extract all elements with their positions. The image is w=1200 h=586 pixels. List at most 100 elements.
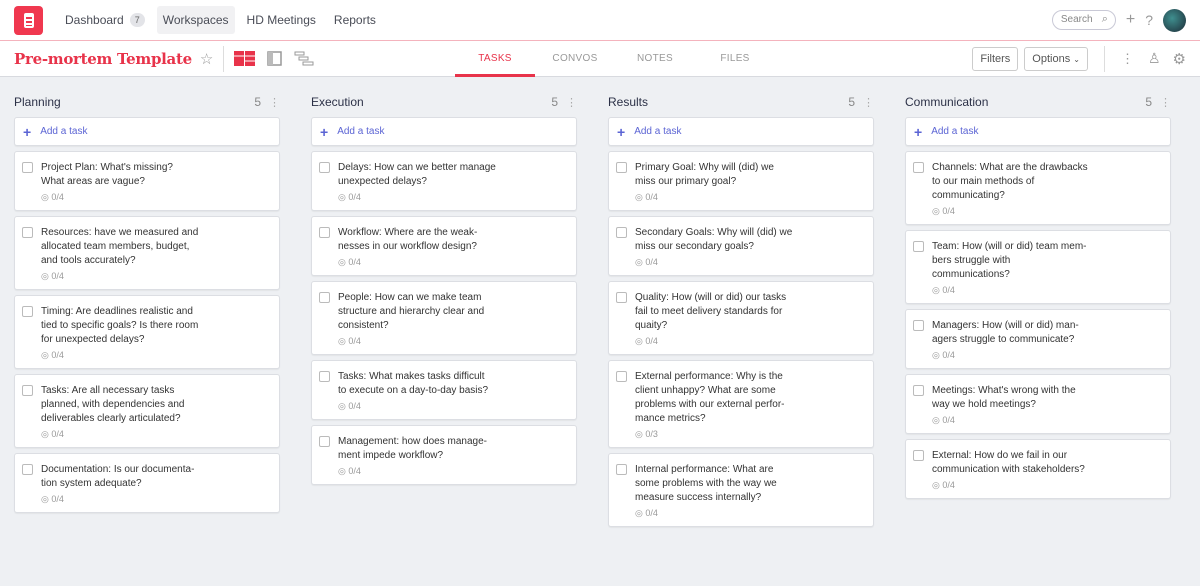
- task-checkbox[interactable]: [319, 227, 330, 238]
- task-checkbox[interactable]: [616, 371, 627, 382]
- task-checkbox[interactable]: [616, 464, 627, 475]
- task-checkbox[interactable]: [913, 320, 924, 331]
- search-input[interactable]: Search ⌕: [1051, 10, 1116, 30]
- task-card[interactable]: Internal performance: What are some prob…: [608, 453, 874, 527]
- check-circle-icon: ◎: [932, 480, 940, 490]
- task-checkbox[interactable]: [319, 436, 330, 447]
- avatar[interactable]: [1163, 8, 1186, 32]
- more-icon[interactable]: ⋮: [269, 96, 280, 109]
- add-task-button[interactable]: + Add a task: [608, 117, 874, 146]
- dashboard-badge: 7: [129, 13, 145, 27]
- task-card[interactable]: Management: how does manage- ment impede…: [311, 425, 577, 485]
- nav-workspaces[interactable]: Workspaces: [156, 6, 235, 34]
- task-checkbox[interactable]: [616, 292, 627, 303]
- more-icon[interactable]: ⋮: [863, 96, 874, 109]
- check-circle-icon: ◎: [635, 508, 643, 518]
- progress-text: 0/4: [942, 415, 955, 425]
- task-checkbox[interactable]: [913, 385, 924, 396]
- add-task-label: Add a task: [634, 126, 682, 137]
- task-card[interactable]: Quality: How (will or did) our tasks fai…: [608, 281, 874, 355]
- task-card[interactable]: Tasks: What makes tasks difficult to exe…: [311, 360, 577, 420]
- task-checkbox[interactable]: [22, 162, 33, 173]
- column-header: Results 5 ⋮: [608, 94, 874, 110]
- task-checkbox[interactable]: [319, 162, 330, 173]
- task-card[interactable]: Workflow: Where are the weak- nesses in …: [311, 216, 577, 276]
- task-checkbox[interactable]: [319, 371, 330, 382]
- task-checkbox[interactable]: [22, 385, 33, 396]
- list-view-icon[interactable]: [267, 51, 283, 66]
- tab-notes[interactable]: NOTES: [637, 53, 673, 64]
- task-checkbox[interactable]: [913, 241, 924, 252]
- task-card[interactable]: Meetings: What's wrong with the way we h…: [905, 374, 1171, 434]
- progress-text: 0/4: [942, 350, 955, 360]
- task-checkbox[interactable]: [22, 306, 33, 317]
- task-card[interactable]: Primary Goal: Why will (did) we miss our…: [608, 151, 874, 211]
- task-title: External: How do we fail in our communic…: [932, 450, 1085, 475]
- task-card[interactable]: External: How do we fail in our communic…: [905, 439, 1171, 499]
- checklist-progress: ◎ 0/4: [635, 336, 786, 347]
- star-icon[interactable]: ☆: [199, 50, 214, 68]
- tab-bar: TASKS CONVOS NOTES FILES: [455, 41, 775, 77]
- more-icon[interactable]: ⋮: [566, 96, 577, 109]
- task-checkbox[interactable]: [22, 464, 33, 475]
- assignee-icon[interactable]: ♙: [1147, 50, 1161, 66]
- progress-text: 0/4: [348, 401, 361, 411]
- tab-files[interactable]: FILES: [720, 53, 750, 64]
- plus-icon[interactable]: +: [1125, 11, 1136, 28]
- filters-button[interactable]: Filters: [972, 46, 1019, 71]
- tab-tasks[interactable]: TASKS: [455, 41, 535, 77]
- app-logo[interactable]: [14, 5, 43, 35]
- search-icon: ⌕: [1101, 13, 1108, 25]
- add-task-button[interactable]: + Add a task: [311, 117, 577, 146]
- progress-text: 0/4: [51, 350, 64, 360]
- task-title: Timing: Are deadlines realistic and tied…: [41, 306, 199, 345]
- task-card[interactable]: Channels: What are the drawbacks to our …: [905, 151, 1171, 225]
- task-card[interactable]: Team: How (will or did) team mem- bers s…: [905, 230, 1171, 304]
- tab-convos[interactable]: CONVOS: [552, 53, 598, 64]
- column-execution: Execution 5 ⋮ + Add a task Delays: How can w…: [311, 94, 577, 532]
- building-icon: [23, 12, 34, 28]
- task-card[interactable]: Delays: How can we better manage unexpec…: [311, 151, 577, 211]
- column-communication: Communication 5 ⋮ + Add a task Channels: Wha…: [905, 94, 1171, 532]
- check-circle-icon: ◎: [41, 494, 49, 504]
- checklist-progress: ◎ 0/4: [338, 336, 484, 347]
- help-icon[interactable]: ?: [1145, 12, 1153, 28]
- column-title: Planning: [14, 95, 61, 109]
- plus-icon: +: [617, 123, 626, 140]
- nav-dashboard[interactable]: Dashboard 7: [59, 6, 151, 34]
- check-circle-icon: ◎: [932, 206, 940, 216]
- column-header: Communication 5 ⋮: [905, 94, 1171, 110]
- add-task-button[interactable]: + Add a task: [14, 117, 280, 146]
- more-icon[interactable]: ⋮: [1160, 96, 1171, 109]
- task-title: Tasks: What makes tasks difficult to exe…: [338, 371, 489, 396]
- board-view-icon[interactable]: [234, 51, 256, 66]
- task-card[interactable]: Resources: have we measured and allocate…: [14, 216, 280, 290]
- progress-text: 0/4: [348, 466, 361, 476]
- workspace-header: Pre-mortem Template ☆ TASKS CONVOS NOTES…: [0, 41, 1200, 77]
- task-title: Quality: How (will or did) our tasks fai…: [635, 292, 787, 331]
- task-checkbox[interactable]: [913, 162, 924, 173]
- task-checkbox[interactable]: [319, 292, 330, 303]
- gear-icon[interactable]: ⚙: [1172, 50, 1186, 68]
- add-task-button[interactable]: + Add a task: [905, 117, 1171, 146]
- options-button[interactable]: Options ⌄: [1024, 46, 1088, 71]
- timeline-view-icon[interactable]: [294, 51, 314, 66]
- task-card[interactable]: Secondary Goals: Why will (did) we miss …: [608, 216, 874, 276]
- task-checkbox[interactable]: [616, 162, 627, 173]
- task-card[interactable]: Tasks: Are all necessary tasks planned, …: [14, 374, 280, 448]
- progress-text: 0/4: [645, 257, 658, 267]
- task-checkbox[interactable]: [22, 227, 33, 238]
- dependencies-icon[interactable]: ⋮: [1120, 50, 1134, 66]
- nav-reports[interactable]: Reports: [333, 13, 376, 27]
- task-checkbox[interactable]: [616, 227, 627, 238]
- task-card[interactable]: External performance: Why is the client …: [608, 360, 874, 448]
- task-card[interactable]: Timing: Are deadlines realistic and tied…: [14, 295, 280, 369]
- task-card[interactable]: Documentation: Is our documenta- tion sy…: [14, 453, 280, 513]
- task-card[interactable]: Managers: How (will or did) man- agers s…: [905, 309, 1171, 369]
- progress-text: 0/4: [942, 285, 955, 295]
- task-checkbox[interactable]: [913, 450, 924, 461]
- task-card[interactable]: Project Plan: What's missing? What areas…: [14, 151, 280, 211]
- nav-hd-meetings[interactable]: HD Meetings: [246, 13, 316, 27]
- task-card[interactable]: People: How can we make team structure a…: [311, 281, 577, 355]
- task-title: People: How can we make team structure a…: [338, 292, 485, 331]
